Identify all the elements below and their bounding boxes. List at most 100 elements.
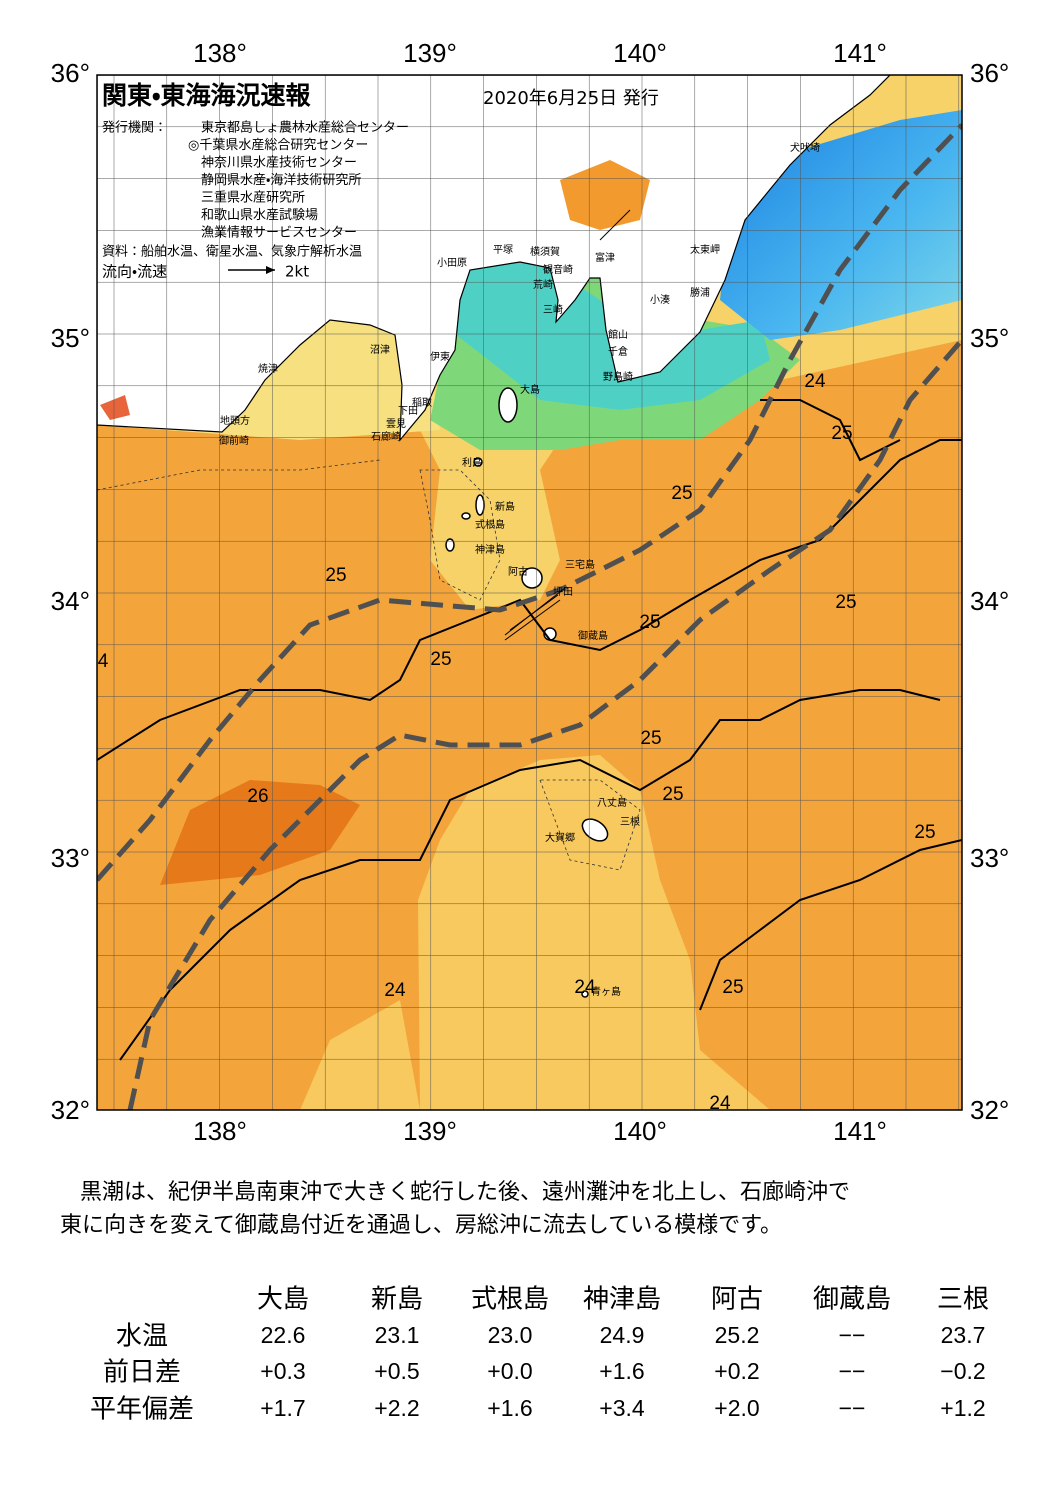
place-name: 富津 [595, 251, 615, 264]
isotherm-label: 25 [662, 784, 683, 805]
issuer: 静岡県水産・海洋技術研究所 [201, 172, 361, 188]
column-header: 神津島 [583, 1285, 661, 1315]
map-labels: 138° 138° 139° 139° 140° 140° 141° 141° 36° 36° 35… [51, 38, 1010, 1146]
issuer: 漁業情報サービスセンター [201, 225, 357, 241]
island [581, 818, 609, 842]
place-name: 阿古 [508, 565, 528, 578]
place-name: 小湊 [650, 293, 670, 306]
place-name: 式根島 [475, 518, 505, 531]
issuer: 三重県水産研究所 [201, 190, 305, 206]
place-name: 三根 [620, 815, 640, 828]
place-name: 館山 [608, 328, 628, 341]
island [581, 990, 589, 998]
place-name: 石廊崎 [371, 430, 401, 443]
kuroshio-axis [97, 123, 962, 1110]
table-cell: +1.6 [487, 1395, 532, 1421]
isotherm-label: 24 [804, 371, 826, 392]
table-cell: +2.2 [374, 1395, 419, 1421]
current-arrow [599, 209, 631, 241]
longitude-label: 139° [403, 1116, 457, 1146]
latitude-label: 36° [51, 58, 90, 88]
place-name: 雲見 [386, 418, 406, 430]
isotherm-label: 25 [325, 565, 346, 586]
latitude-label: 33° [51, 843, 90, 873]
place-name: 神津島 [475, 543, 505, 556]
description-line: 黒潮は、紀伊半島南東沖で大きく蛇行した後、遠州灘沖を北上し、石廊崎沖で [80, 1180, 850, 1205]
row-label: 平年偏差 [90, 1395, 194, 1425]
table-cell: 23.7 [941, 1322, 986, 1348]
kuroshio-edge [97, 123, 962, 882]
place-name: 御蔵島 [578, 629, 608, 642]
place-name: 稲取 [412, 397, 432, 409]
current-arrow [504, 599, 561, 641]
longitude-label: 140° [613, 38, 667, 68]
table-cell: +0.2 [714, 1358, 759, 1384]
table-cell: +2.0 [714, 1395, 759, 1421]
cool-water [300, 1000, 420, 1110]
column-header: 式根島 [471, 1285, 549, 1315]
isotherm-label: 25 [914, 822, 935, 843]
isotherm-label: 24 [574, 977, 596, 998]
cool-water [418, 755, 770, 1110]
isotherm-label: 25 [430, 649, 451, 670]
place-name: 観音崎 [543, 263, 573, 276]
isotherms [97, 399, 962, 1061]
longitude-label: 141° [833, 1116, 887, 1146]
isotherm-label: 25 [671, 483, 692, 504]
place-name: 横須賀 [530, 245, 560, 258]
latitude-label: 35° [51, 323, 90, 353]
place-name: 地頭方 [220, 414, 250, 427]
isotherm-label: 25 [639, 612, 660, 633]
island [445, 538, 455, 552]
column-header: 阿古 [711, 1285, 763, 1315]
place-name: 大島 [520, 383, 540, 396]
latitude-label: 34° [970, 586, 1009, 616]
legend-arrow-head [266, 266, 275, 274]
column-header: 御蔵島 [813, 1285, 891, 1315]
column-header: 新島 [371, 1285, 423, 1315]
place-name: 平塚 [493, 244, 513, 256]
place-name: 荒崎 [533, 278, 553, 291]
place-name: 千倉 [608, 346, 628, 358]
table-cell: 25.2 [715, 1322, 760, 1348]
table-cell: +1.7 [260, 1395, 305, 1421]
island [461, 512, 471, 520]
warm-spot [100, 395, 130, 420]
isotherm-label: 4 [98, 651, 109, 672]
table-cell: 22.6 [261, 1322, 306, 1348]
place-name: 三崎 [543, 303, 563, 316]
place-name: 伊東 [430, 350, 450, 363]
place-name: 野島崎 [603, 370, 633, 383]
island [475, 494, 485, 516]
latitude-label: 32° [51, 1095, 90, 1125]
latitude-label: 34° [51, 586, 90, 616]
table-cell: +0.0 [487, 1358, 532, 1384]
isotherm [97, 439, 962, 761]
legend-label: 流向・流速 [102, 263, 167, 281]
graticule [97, 75, 962, 1110]
issuer-label: 発行機関： [102, 121, 167, 136]
issuer: ◎千葉県水産総合研究センター [188, 137, 368, 153]
row-label: 水温 [116, 1322, 168, 1352]
longitude-label: 138° [193, 1116, 247, 1146]
isotherm-label: 25 [835, 592, 856, 613]
column-header: 大島 [257, 1285, 309, 1315]
isotherm-label: 25 [831, 423, 852, 444]
column-header: 三根 [937, 1285, 989, 1315]
latitude-label: 35° [970, 323, 1009, 353]
map-title: 関東・東海海況速報 [102, 81, 312, 110]
latitude-label: 36° [970, 58, 1009, 88]
place-name: 太東岬 [690, 243, 720, 256]
isotherm-label: 25 [640, 728, 661, 749]
issuer: 和歌山県水産試験場 [201, 208, 318, 223]
data-source: 資料：船舶水温、衛星水温、気象庁解析水温 [102, 244, 362, 260]
place-name: 大賀郷 [545, 831, 575, 844]
table-cell: +3.4 [599, 1395, 645, 1421]
place-name: 小田原 [437, 257, 467, 269]
place-name: 利島 [462, 456, 482, 469]
issuer: 神奈川県水産技術センター [201, 155, 357, 171]
island [473, 457, 483, 467]
isotherm-label: 24 [384, 980, 406, 1001]
place-name: 八丈島 [597, 796, 627, 809]
